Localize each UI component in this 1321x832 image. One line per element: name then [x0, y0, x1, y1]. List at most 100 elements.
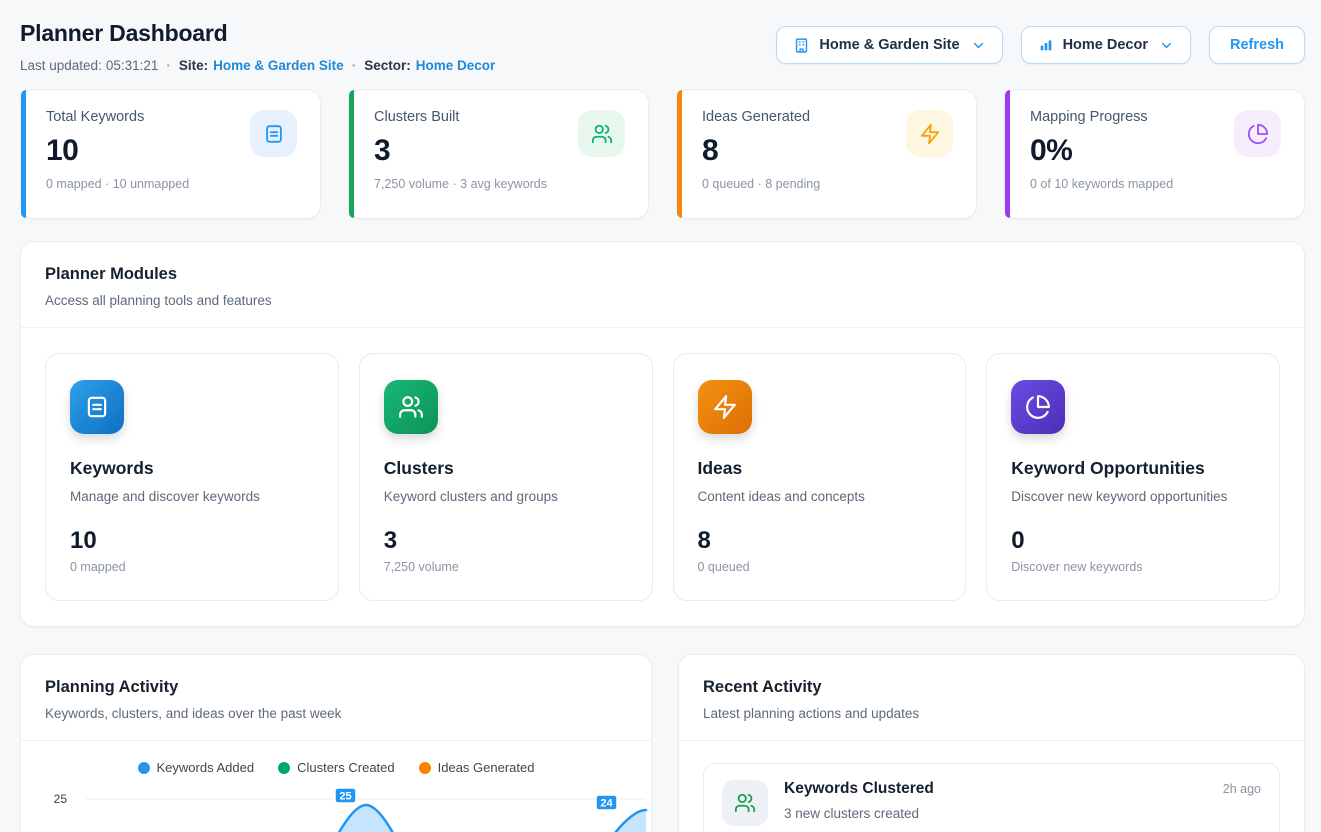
recent-activity-list: Keywords Clustered 2h ago 3 new clusters…	[679, 741, 1304, 832]
legend-dot	[137, 761, 150, 774]
module-card-keyword-opportunities[interactable]: Keyword Opportunities Discover new keywo…	[986, 353, 1280, 601]
legend-label: Keywords Added	[156, 760, 255, 775]
activity-description: 3 new clusters created	[784, 806, 920, 821]
legend-dot	[418, 761, 431, 774]
accent-stripe	[677, 90, 682, 218]
panel-subtitle: Latest planning actions and updates	[703, 706, 920, 721]
stat-value: 0%	[1030, 134, 1073, 167]
module-card-ideas[interactable]: Ideas Content ideas and concepts 8 0 que…	[672, 353, 967, 601]
accent-stripe	[21, 90, 26, 218]
chevron-down-icon	[1159, 38, 1174, 53]
panel-title: Recent Activity	[703, 678, 822, 696]
sector-selector-button[interactable]: Home Decor	[1020, 26, 1191, 64]
bolt-icon	[906, 110, 953, 157]
planning-activity-panel: Planning Activity Keywords, clusters, an…	[20, 654, 652, 832]
stat-title: Total Keywords	[46, 109, 145, 125]
header: Planner Dashboard Last updated: 05:31:21…	[20, 20, 1305, 73]
stat-card-mapping-progress: Mapping Progress 0% 0 of 10 keywords map…	[1004, 89, 1305, 219]
module-description: Manage and discover keywords	[70, 489, 260, 504]
planner-modules-header: Planner Modules Access all planning tool…	[21, 242, 1304, 328]
accent-stripe	[349, 90, 354, 218]
stat-value: 3	[374, 134, 391, 167]
module-subtitle: 7,250 volume	[383, 560, 459, 574]
page-title: Planner Dashboard	[20, 20, 228, 46]
users-icon	[383, 380, 438, 434]
module-description: Keyword clusters and groups	[383, 489, 558, 504]
y-axis-tick-25: 25	[54, 792, 68, 806]
header-actions: Home & Garden Site Home Decor Refresh	[776, 26, 1305, 64]
legend-item-ideas-generated[interactable]: Ideas Generated	[418, 760, 535, 775]
sector-link[interactable]: Home Decor	[415, 58, 496, 73]
stat-card-clusters-built: Clusters Built 3 7,250 volume · 3 avg ke…	[348, 89, 649, 219]
module-subtitle: 0 mapped	[70, 560, 126, 574]
recent-activity-panel: Recent Activity Latest planning actions …	[678, 654, 1305, 832]
header-left: Planner Dashboard Last updated: 05:31:21…	[20, 20, 495, 73]
panel-subtitle: Keywords, clusters, and ideas over the p…	[45, 706, 342, 721]
module-subtitle: Discover new keywords	[1011, 560, 1143, 574]
header-meta: Last updated: 05:31:21 · Site: Home & Ga…	[20, 58, 495, 73]
stat-title: Mapping Progress	[1030, 109, 1148, 125]
building-icon	[793, 37, 810, 54]
site-label: Site:	[178, 58, 209, 73]
stats-row: Total Keywords 10 0 mapped · 10 unmapped…	[20, 89, 1305, 219]
module-value: 3	[383, 527, 398, 554]
site-selector-label: Home & Garden Site	[819, 37, 960, 53]
legend-label: Ideas Generated	[437, 760, 535, 775]
activity-chart: 25 25 24	[21, 785, 651, 832]
legend-dot	[278, 761, 291, 774]
module-title: Clusters	[383, 458, 454, 478]
point-label-25: 25	[334, 787, 357, 804]
bolt-icon	[697, 380, 752, 434]
module-title: Ideas	[697, 458, 743, 478]
planner-modules-panel: Planner Modules Access all planning tool…	[20, 241, 1305, 627]
panel-title: Planning Activity	[45, 678, 179, 696]
activity-item-keywords-clustered: Keywords Clustered 2h ago 3 new clusters…	[703, 763, 1280, 832]
legend-item-clusters-created[interactable]: Clusters Created	[278, 760, 395, 775]
modules-grid: Keywords Manage and discover keywords 10…	[21, 328, 1304, 626]
module-title: Keywords	[70, 458, 154, 478]
users-icon	[722, 780, 768, 826]
recent-activity-header: Recent Activity Latest planning actions …	[679, 655, 1304, 741]
site-link[interactable]: Home & Garden Site	[213, 58, 344, 73]
stat-title: Ideas Generated	[702, 109, 811, 125]
sector-label: Sector:	[364, 58, 411, 73]
activity-timestamp: 2h ago	[1222, 782, 1261, 796]
bar-chart-icon	[1038, 37, 1054, 53]
activity-item-body: Keywords Clustered 2h ago 3 new clusters…	[784, 780, 1261, 821]
legend-label: Clusters Created	[297, 760, 395, 775]
last-updated-label: Last updated:	[20, 58, 102, 73]
site-selector-button[interactable]: Home & Garden Site	[776, 26, 1003, 64]
last-updated-value: 05:31:21	[105, 58, 159, 73]
users-icon	[578, 110, 625, 157]
stat-value: 10	[46, 134, 79, 167]
activity-title: Keywords Clustered	[784, 780, 934, 797]
module-value: 10	[70, 527, 97, 554]
chart-legend: Keywords Added Clusters Created Ideas Ge…	[21, 760, 651, 775]
module-subtitle: 0 queued	[697, 560, 750, 574]
svg-text:25: 25	[339, 791, 351, 803]
module-description: Discover new keyword opportunities	[1011, 489, 1228, 504]
module-value: 0	[1011, 527, 1025, 554]
stat-subtitle: 0 mapped · 10 unmapped	[46, 177, 190, 191]
module-card-keywords[interactable]: Keywords Manage and discover keywords 10…	[45, 353, 339, 601]
stat-subtitle: 0 queued · 8 pending	[702, 177, 821, 191]
planning-activity-header: Planning Activity Keywords, clusters, an…	[21, 655, 651, 741]
pie-chart-icon	[1011, 380, 1066, 434]
stat-title: Clusters Built	[374, 109, 460, 125]
module-value: 8	[697, 527, 711, 554]
refresh-button[interactable]: Refresh	[1209, 26, 1305, 64]
document-icon	[70, 380, 124, 434]
meta-separator: ·	[351, 58, 357, 73]
module-title: Keyword Opportunities	[1011, 458, 1205, 478]
stat-subtitle: 0 of 10 keywords mapped	[1030, 177, 1174, 191]
module-card-clusters[interactable]: Clusters Keyword clusters and groups 3 7…	[358, 353, 653, 601]
legend-item-keywords-added[interactable]: Keywords Added	[137, 760, 255, 775]
svg-text:24: 24	[600, 798, 613, 810]
chevron-down-icon	[971, 38, 986, 53]
document-icon	[250, 110, 297, 157]
meta-separator: ·	[166, 58, 171, 73]
stat-card-ideas-generated: Ideas Generated 8 0 queued · 8 pending	[676, 89, 977, 219]
bottom-row: Planning Activity Keywords, clusters, an…	[20, 654, 1305, 832]
panel-subtitle: Access all planning tools and features	[45, 293, 272, 308]
